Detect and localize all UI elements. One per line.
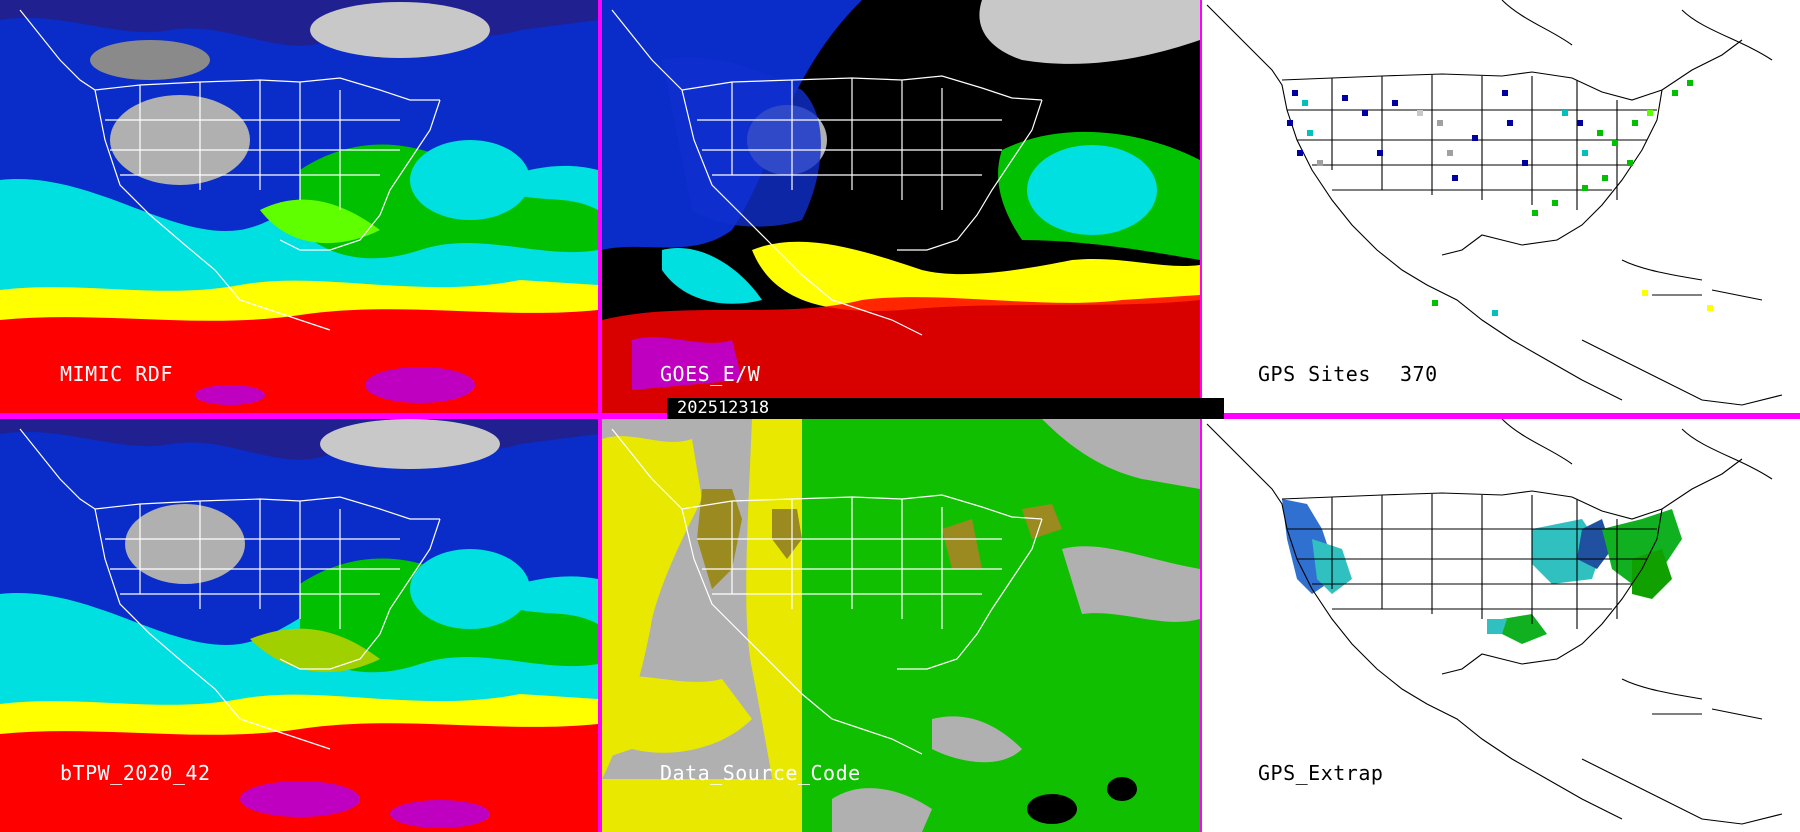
data-source-panel: Data_Source_Code: [602, 419, 1200, 832]
gps-sites-panel: GPS Sites 370: [1202, 0, 1800, 413]
goes-ew-panel: GOES_E/W: [602, 0, 1200, 413]
goes-ew-label: GOES_E/W: [660, 362, 761, 386]
mimic-map-icon: [0, 0, 598, 413]
timestamp-bar: 202512318: [667, 398, 1224, 419]
mimic-rdf-label: MIMIC RDF: [60, 362, 173, 386]
bltpw-label: bTPW_2020_42: [60, 761, 211, 785]
gps-extrap-map-icon: [1202, 419, 1800, 832]
data-source-label: Data_Source_Code: [660, 761, 861, 785]
gps-sites-count: 370: [1400, 362, 1438, 386]
mimic-rdf-panel: MIMIC RDF: [0, 0, 598, 413]
gps-sites-map-icon: [1202, 0, 1800, 413]
bltpw-map-icon: [0, 419, 598, 832]
goes-map-icon: [602, 0, 1200, 413]
bltpw-panel: bTPW_2020_42: [0, 419, 598, 832]
gps-extrap-label: GPS_Extrap: [1258, 761, 1384, 785]
gps-site-markers: [1287, 80, 1713, 316]
gps-extrap-panel: GPS_Extrap: [1202, 419, 1800, 832]
gps-sites-label: GPS Sites: [1258, 362, 1371, 386]
data-source-map-icon: [602, 419, 1200, 832]
